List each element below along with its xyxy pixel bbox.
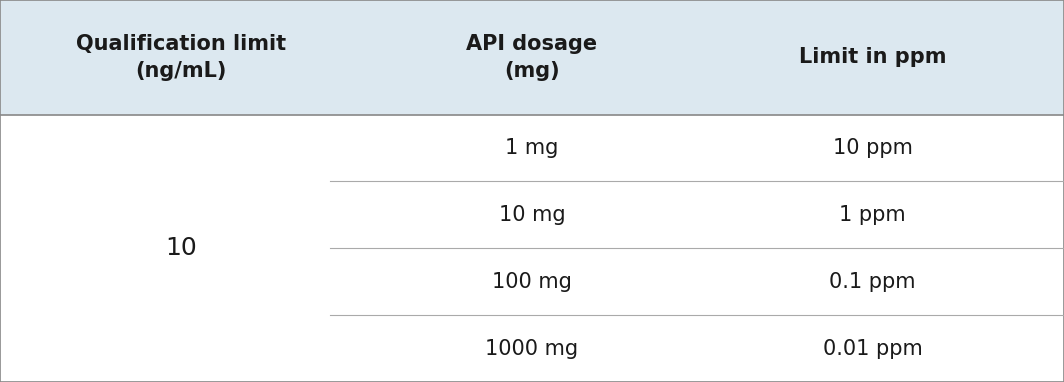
Text: 100 mg: 100 mg: [492, 272, 572, 292]
Text: API dosage
(mg): API dosage (mg): [466, 34, 598, 81]
Text: Qualification limit
(ng/mL): Qualification limit (ng/mL): [76, 34, 286, 81]
Text: 10 mg: 10 mg: [499, 205, 565, 225]
FancyBboxPatch shape: [0, 115, 1064, 382]
Text: Limit in ppm: Limit in ppm: [799, 47, 946, 67]
Text: 1000 mg: 1000 mg: [485, 338, 579, 359]
Text: 0.01 ppm: 0.01 ppm: [822, 338, 922, 359]
Text: 1 ppm: 1 ppm: [839, 205, 905, 225]
Text: 10 ppm: 10 ppm: [832, 138, 913, 158]
Text: 10: 10: [165, 236, 197, 260]
FancyBboxPatch shape: [0, 0, 1064, 115]
Text: 1 mg: 1 mg: [505, 138, 559, 158]
Text: 0.1 ppm: 0.1 ppm: [829, 272, 916, 292]
